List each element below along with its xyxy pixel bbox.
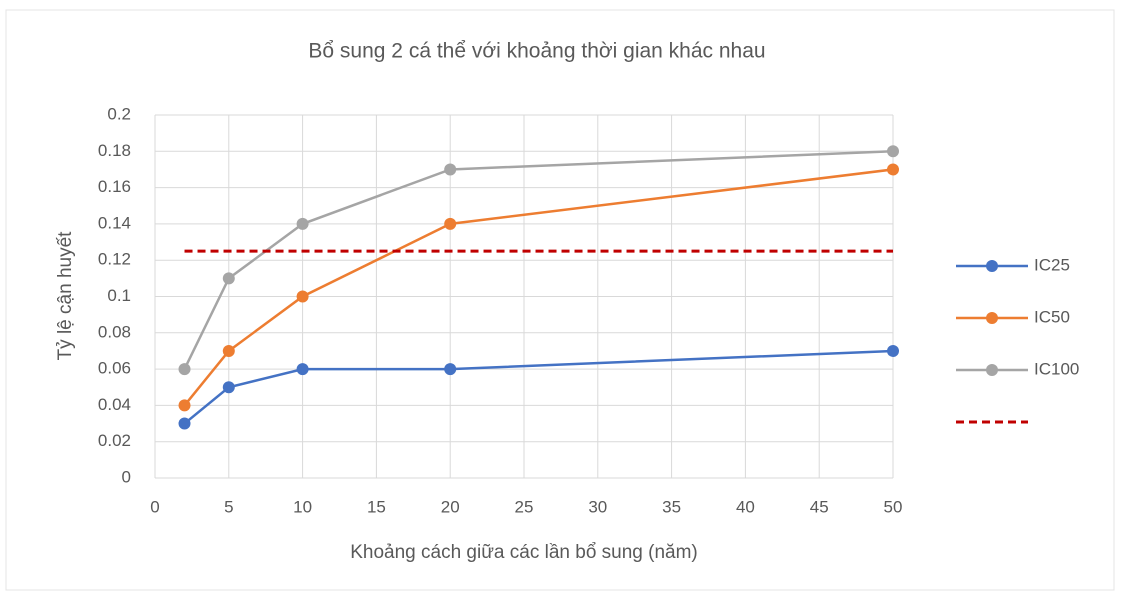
data-point	[222, 381, 235, 394]
x-tick-label: 45	[810, 497, 829, 516]
legend-label: IC100	[1034, 359, 1079, 378]
data-point	[887, 145, 899, 158]
data-point	[178, 399, 191, 412]
data-point	[887, 163, 899, 176]
data-point	[178, 363, 191, 376]
y-tick-label: 0.16	[98, 177, 131, 196]
data-point	[296, 217, 309, 230]
data-point	[222, 344, 235, 357]
y-tick-label: 0.2	[107, 104, 131, 123]
x-tick-label: 35	[662, 497, 681, 516]
x-axis-title: Khoảng cách giữa các lần bổ sung (năm)	[350, 542, 698, 563]
x-tick-label: 15	[367, 497, 386, 516]
legend-marker	[986, 364, 998, 376]
y-tick-label: 0.08	[98, 322, 131, 341]
y-tick-label: 0.14	[98, 213, 131, 232]
data-point	[887, 344, 899, 357]
x-tick-label: 20	[441, 497, 460, 516]
y-tick-label: 0.02	[98, 431, 131, 450]
y-axis-title: Tỷ lệ cận huyết	[55, 231, 76, 361]
x-tick-label: 5	[224, 497, 233, 516]
chart-title: Bổ sung 2 cá thể với khoảng thời gian kh…	[308, 40, 765, 63]
legend-label: IC50	[1034, 307, 1070, 326]
data-point	[178, 417, 191, 430]
legend-label: IC25	[1034, 255, 1070, 274]
y-tick-label: 0.1	[107, 286, 131, 305]
y-tick-label: 0	[122, 467, 131, 486]
x-tick-label: 50	[884, 497, 903, 516]
data-point	[222, 272, 235, 285]
legend-marker	[986, 312, 998, 324]
y-tick-label: 0.06	[98, 359, 131, 378]
x-tick-label: 40	[736, 497, 755, 516]
x-tick-label: 10	[293, 497, 312, 516]
data-point	[296, 290, 309, 303]
x-tick-label: 30	[588, 497, 607, 516]
y-tick-label: 0.04	[98, 395, 131, 414]
chart-frame	[5, 9, 1115, 591]
y-tick-label: 0.12	[98, 250, 131, 269]
data-point	[296, 363, 309, 376]
y-tick-label: 0.18	[98, 141, 131, 160]
x-tick-label: 0	[150, 497, 159, 516]
data-point	[444, 363, 457, 376]
legend-marker	[986, 260, 998, 272]
x-tick-label: 25	[515, 497, 534, 516]
data-point	[444, 217, 457, 230]
data-point	[444, 163, 457, 176]
